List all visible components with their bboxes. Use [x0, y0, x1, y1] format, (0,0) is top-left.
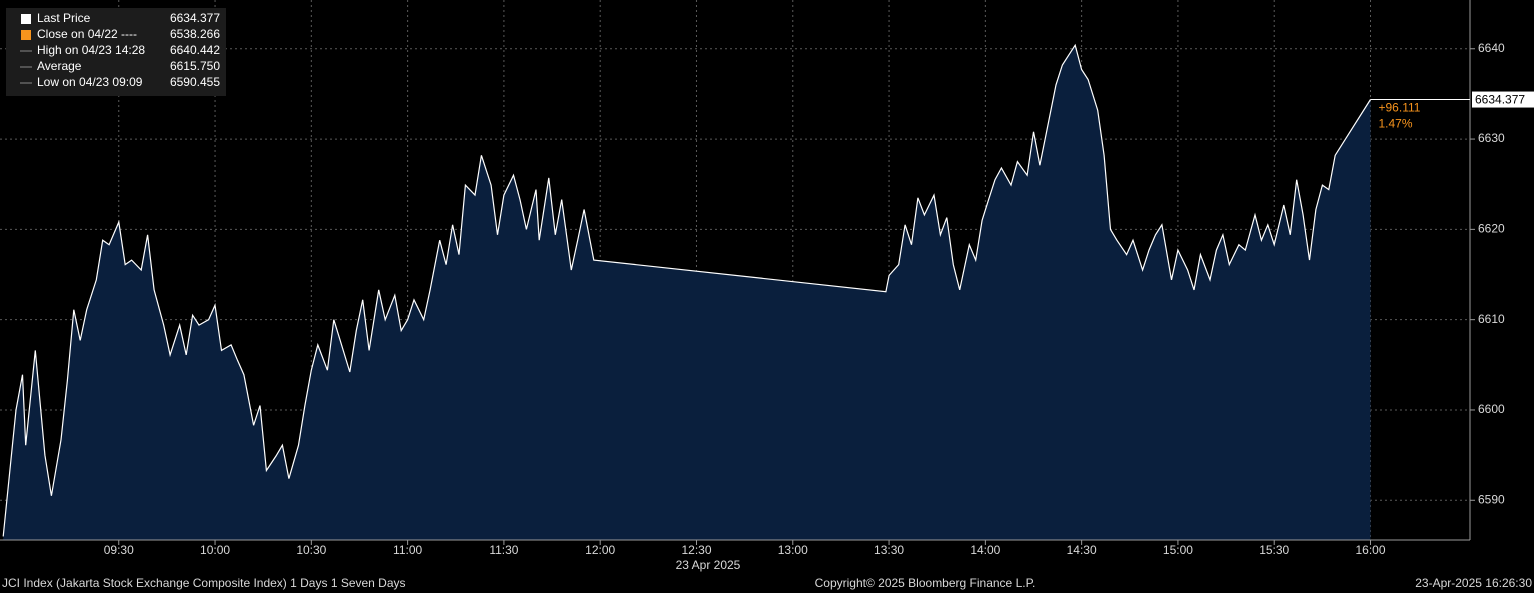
x-tick-label: 09:30: [104, 543, 134, 557]
x-tick-label: 11:30: [489, 543, 518, 557]
legend-swatch: [21, 14, 31, 24]
x-tick-label: 13:00: [778, 543, 808, 557]
legend-value: 6640.442: [170, 43, 220, 57]
last-price-label: 6634.377: [1475, 93, 1525, 107]
footer-right: 23-Apr-2025 16:26:30: [1415, 576, 1532, 590]
legend-label: Last Price: [37, 11, 91, 25]
y-tick-label: 6640: [1478, 41, 1505, 55]
legend-swatch: [21, 30, 31, 40]
legend-label: Close on 04/22 ----: [37, 27, 137, 41]
y-tick-label: 6600: [1478, 402, 1505, 416]
change-label: +96.111: [1379, 101, 1421, 115]
x-tick-label: 14:00: [970, 543, 1000, 557]
footer-left: JCI Index (Jakarta Stock Exchange Compos…: [2, 576, 406, 590]
x-tick-label: 13:30: [874, 543, 904, 557]
x-tick-label: 10:30: [296, 543, 326, 557]
x-tick-label: 10:00: [200, 543, 230, 557]
y-tick-label: 6610: [1478, 312, 1505, 326]
x-axis-label: 23 Apr 2025: [676, 558, 741, 572]
legend-value: 6538.266: [170, 27, 220, 41]
legend-label: High on 04/23 14:28: [37, 43, 145, 57]
x-tick-label: 14:30: [1067, 543, 1097, 557]
area: [3, 45, 1371, 540]
y-tick-label: 6630: [1478, 131, 1505, 145]
x-tick-label: 15:30: [1259, 543, 1289, 557]
legend-label: Low on 04/23 09:09: [37, 75, 143, 89]
x-tick-label: 12:00: [585, 543, 615, 557]
x-tick-label: 12:30: [681, 543, 711, 557]
legend-box: [6, 8, 226, 96]
x-tick-label: 16:00: [1355, 543, 1385, 557]
last-price-box: [1472, 91, 1534, 108]
legend-value: 6634.377: [170, 11, 220, 25]
legend: Last Price 6634.377 Close on 04/22 ---- 653…: [6, 8, 226, 96]
y-tick-label: 6590: [1478, 492, 1505, 506]
change-pct-label: 1.47%: [1379, 117, 1413, 131]
legend-value: 6590.455: [170, 75, 220, 89]
plot-area: [0, 0, 1470, 540]
line: [2, 43, 1372, 537]
legend-label: Average: [37, 59, 82, 73]
footer-center: Copyright© 2025 Bloomberg Finance L.P.: [815, 576, 1036, 590]
x-tick-label: 11:00: [393, 543, 422, 557]
x-tick-label: 15:00: [1163, 543, 1193, 557]
legend-value: 6615.750: [170, 59, 220, 73]
y-tick-label: 6620: [1478, 222, 1505, 236]
